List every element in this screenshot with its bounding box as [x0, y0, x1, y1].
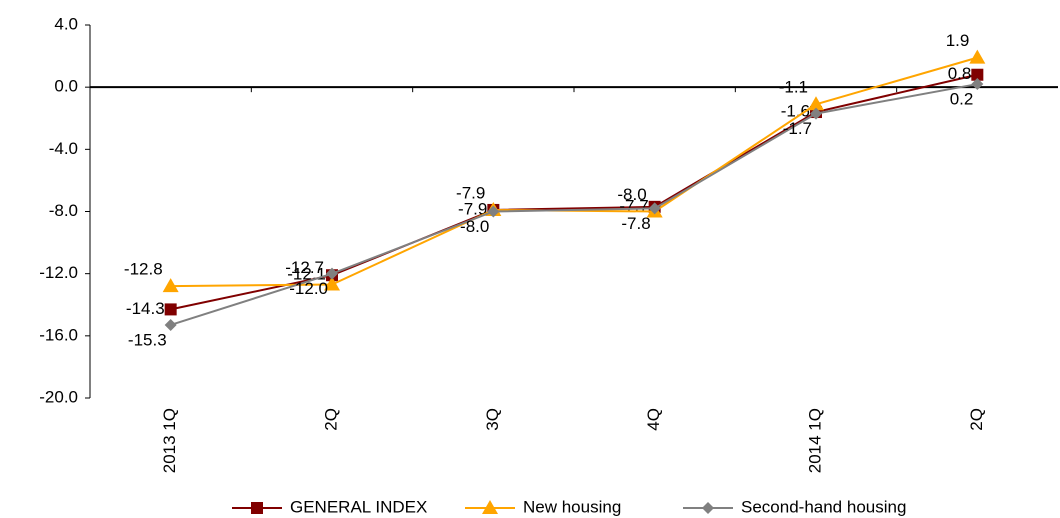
point [324, 276, 340, 291]
x-tick-label: 2Q [321, 408, 340, 431]
point [326, 267, 338, 280]
x-tick-label: 3Q [483, 408, 502, 431]
data-label: -8.0 [460, 217, 489, 236]
legend-marker [482, 500, 498, 514]
data-label: -12.0 [289, 279, 328, 298]
point [164, 303, 177, 316]
point [487, 205, 500, 218]
y-tick-label: -12.0 [39, 263, 78, 282]
legend-label: Second-hand housing [741, 497, 906, 516]
point [162, 278, 179, 293]
y-tick-label: -4.0 [49, 139, 78, 158]
x-tick-label: 2013 1Q [160, 408, 179, 473]
data-label: -1.1 [779, 78, 808, 97]
legend-marker [251, 502, 263, 514]
y-tick-label: -20.0 [39, 387, 78, 406]
y-tick-label: 0.0 [54, 77, 78, 96]
data-label: -8.0 [617, 185, 646, 204]
data-label: 0.2 [950, 90, 974, 109]
point [648, 202, 661, 215]
data-label: -1.7 [783, 119, 812, 138]
point [808, 96, 824, 111]
data-label: -14.3 [126, 299, 165, 318]
series-line [170, 83, 978, 326]
x-tick-label: 4Q [644, 408, 663, 431]
data-label: -1.6 [781, 102, 810, 121]
data-label: -15.3 [128, 330, 167, 349]
point [971, 68, 984, 81]
y-tick-label: 4.0 [54, 14, 78, 33]
y-tick-label: -16.0 [39, 325, 78, 344]
data-label: -12.7 [285, 258, 324, 277]
data-label: 0.8 [948, 64, 972, 83]
legend-label: New housing [523, 497, 621, 516]
data-label: -7.9 [456, 183, 485, 202]
data-label: -7.8 [621, 214, 650, 233]
data-label: -12.8 [124, 260, 163, 279]
data-label: -7.9 [458, 199, 487, 218]
point [969, 49, 986, 64]
series-line [170, 73, 978, 311]
legend-marker [702, 502, 714, 514]
x-tick-label: 2Q [967, 408, 986, 431]
x-tick-label: 2014 1Q [805, 408, 824, 473]
data-label: 1.9 [946, 31, 970, 50]
y-tick-label: -8.0 [49, 201, 78, 220]
legend-label: GENERAL INDEX [290, 497, 427, 516]
point [971, 78, 984, 91]
point [164, 318, 177, 331]
point [810, 107, 822, 120]
